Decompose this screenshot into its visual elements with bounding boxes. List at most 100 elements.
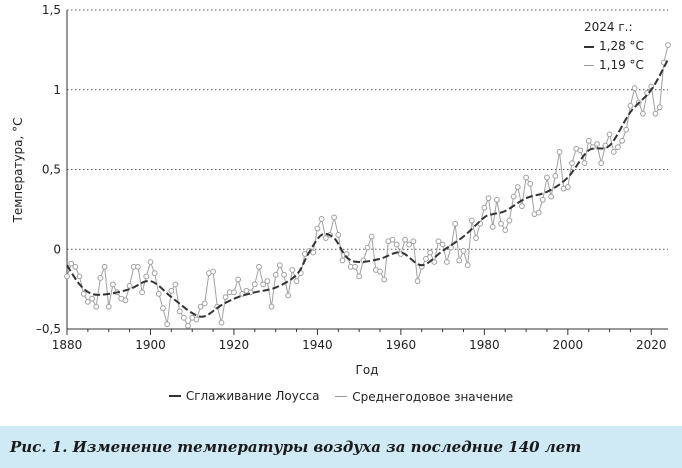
annual-point <box>548 193 555 200</box>
annual-point <box>164 321 171 328</box>
annual-point <box>606 131 613 138</box>
annual-point <box>644 90 651 96</box>
annual-point <box>406 241 413 248</box>
annual-point <box>101 263 108 270</box>
annual-point <box>498 220 504 227</box>
annual-point <box>514 184 521 190</box>
annotation-title: 2024 г.: <box>584 20 633 34</box>
chart-legend: Сглаживание Лоусса Среднегодовое значени… <box>0 386 682 404</box>
annual-point <box>126 283 133 289</box>
y-tick-label: 1 <box>53 83 61 97</box>
figure-caption: Рис. 1. Изменение температуры воздуха за… <box>10 438 582 456</box>
annual-point <box>176 308 183 315</box>
annual-point <box>110 281 116 288</box>
annual-point <box>460 247 467 254</box>
x-tick-label: 1960 <box>386 338 417 352</box>
annual-point <box>122 297 129 304</box>
annual-point <box>510 193 517 200</box>
annual-point <box>281 271 287 278</box>
annual-point <box>210 268 216 275</box>
annual-point <box>489 224 496 230</box>
annual-point <box>318 216 325 222</box>
annual-point <box>97 275 104 281</box>
annual-point <box>72 263 79 270</box>
annual-point <box>143 273 150 280</box>
annual-point <box>377 268 383 275</box>
annual-point <box>381 276 388 283</box>
annual-point <box>431 259 438 265</box>
annual-point <box>301 251 308 257</box>
annual-point <box>423 255 429 262</box>
annual-point <box>89 295 95 302</box>
x-axis-title: Год <box>356 363 379 377</box>
annotation-2024: 2024 г.: 1,28 °C 1,19 °C <box>584 18 644 75</box>
annual-point <box>619 137 625 144</box>
annotation-item-smooth: 1,28 °C <box>584 37 644 56</box>
temperature-chart: –0,5 0 0,5 1 1,5 1880 1900 1920 1940 1960 1980 2000… <box>11 3 671 377</box>
annual-point <box>464 262 471 269</box>
annual-point <box>310 249 317 256</box>
annual-point <box>448 244 454 251</box>
annual-point <box>222 294 229 301</box>
annual-point <box>339 257 346 264</box>
annual-point <box>552 172 559 179</box>
annual-point <box>314 225 321 232</box>
annual-point <box>289 267 296 273</box>
y-tick-label: –0,5 <box>36 322 61 336</box>
annual-point <box>523 174 529 181</box>
legend-smooth-swatch <box>168 395 181 397</box>
annual-point <box>80 291 87 297</box>
annual-point <box>585 137 592 144</box>
annual-point <box>84 298 91 305</box>
annual-point <box>652 110 659 117</box>
annual-point <box>485 195 492 202</box>
annual-point <box>364 244 371 251</box>
annual-point <box>473 235 479 241</box>
legend-annual-swatch <box>335 396 348 397</box>
annual-point <box>264 278 271 285</box>
annual-point <box>665 42 671 48</box>
annual-point <box>268 303 275 310</box>
x-tick-label: 1900 <box>135 338 166 352</box>
grid-lines <box>67 9 668 250</box>
annual-point <box>544 174 550 181</box>
annual-point <box>539 196 546 203</box>
annual-point <box>389 236 396 243</box>
legend-smooth-label: Сглаживание Лоусса <box>185 389 320 403</box>
annual-point <box>139 289 146 296</box>
annual-point <box>256 263 262 270</box>
annual-point <box>594 141 600 147</box>
annual-point <box>481 204 488 211</box>
x-tick-label: 1920 <box>219 338 250 352</box>
annual-point <box>218 319 225 326</box>
annotation-item-annual: 1,19 °C <box>584 56 644 75</box>
annual-point <box>151 270 158 277</box>
annual-point <box>569 160 575 167</box>
annual-point <box>402 236 408 243</box>
annual-point <box>352 263 358 270</box>
y-axis-title: Температура, °С <box>11 117 25 223</box>
annual-point <box>235 276 242 283</box>
annual-point <box>468 217 475 224</box>
annual-point <box>414 278 421 285</box>
annual-point <box>640 110 646 117</box>
annual-point <box>631 85 638 92</box>
annual-point <box>293 278 300 285</box>
legend-item-annual: Среднегодовое значение <box>335 390 513 404</box>
annual-point <box>506 217 513 224</box>
y-tick-label: 0,5 <box>42 163 61 177</box>
annual-point <box>64 273 70 280</box>
annual-point <box>439 241 446 248</box>
series-smooth-line <box>66 58 669 318</box>
legend-item-smooth: Сглаживание Лоусса <box>168 389 320 403</box>
annual-point <box>627 102 634 109</box>
smooth-line-swatch <box>584 45 594 48</box>
x-tick-label: 1940 <box>302 338 333 352</box>
annual-point <box>581 160 588 167</box>
annual-point <box>615 144 621 151</box>
annual-point <box>93 303 100 310</box>
annual-point <box>393 241 400 248</box>
annual-point <box>443 259 450 265</box>
annual-point <box>535 209 542 216</box>
annual-point <box>172 281 179 288</box>
